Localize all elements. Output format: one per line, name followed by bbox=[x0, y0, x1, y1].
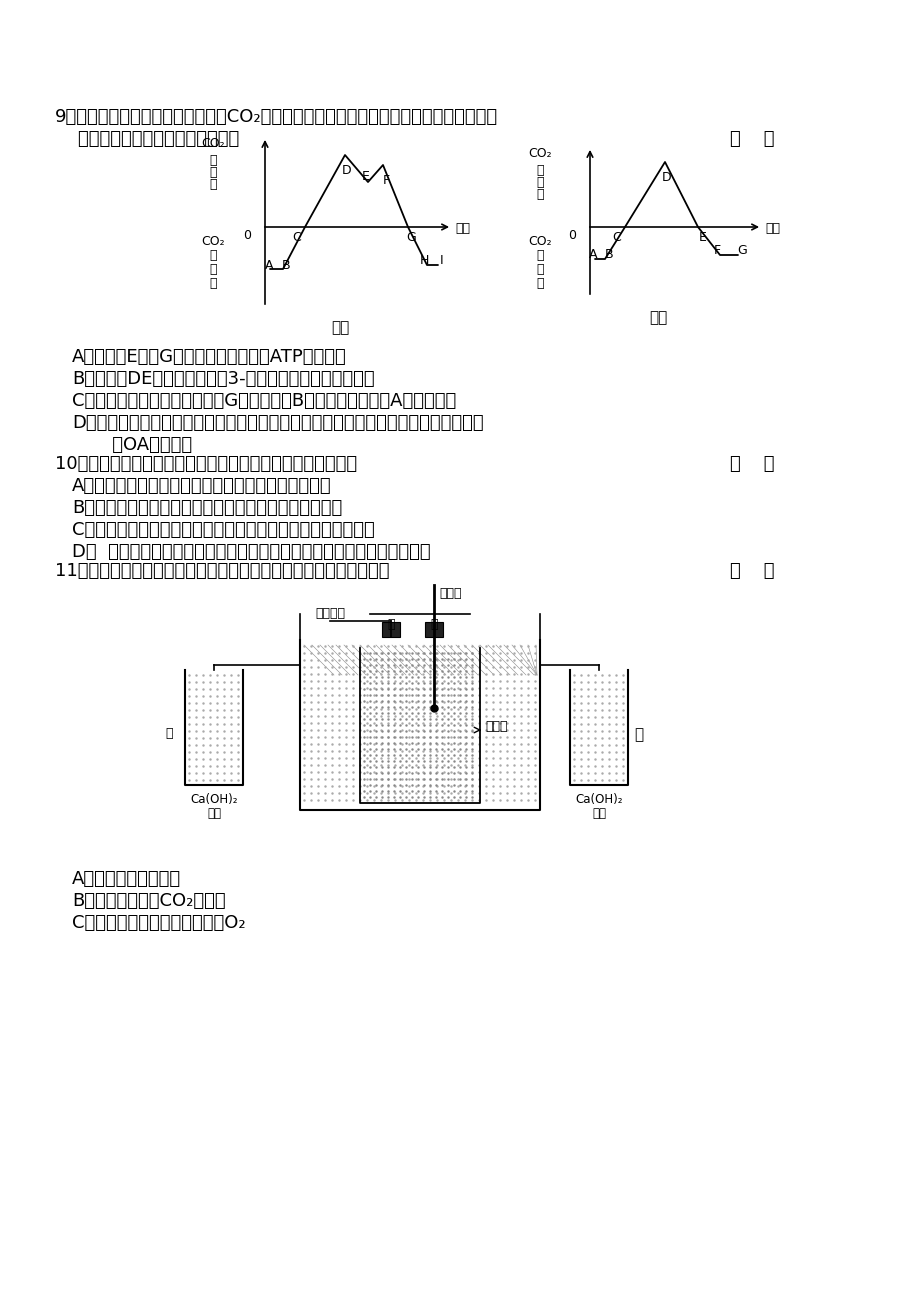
Text: G: G bbox=[405, 230, 415, 243]
Text: 加OA的绝对值: 加OA的绝对值 bbox=[72, 436, 192, 454]
Text: 溶液: 溶液 bbox=[591, 807, 606, 820]
Text: C: C bbox=[292, 230, 301, 243]
Text: 天的某一晴天。下列分析错误的是: 天的某一晴天。下列分析错误的是 bbox=[55, 130, 239, 148]
Text: 吸: 吸 bbox=[536, 164, 543, 177]
Text: F: F bbox=[382, 174, 389, 187]
Text: 乙图: 乙图 bbox=[648, 310, 666, 326]
Text: A．实验自变量为温度: A．实验自变量为温度 bbox=[72, 870, 181, 888]
Text: 放: 放 bbox=[209, 263, 217, 276]
Text: 量: 量 bbox=[209, 178, 217, 191]
Text: CO₂: CO₂ bbox=[528, 147, 551, 160]
Text: G: G bbox=[736, 243, 746, 256]
Text: D．植株有机物总积累量可用横轴上下曲线围成的有关面积表示，适当提高温度可以增: D．植株有机物总积累量可用横轴上下曲线围成的有关面积表示，适当提高温度可以增 bbox=[72, 414, 483, 432]
Text: 温度计: 温度计 bbox=[438, 587, 461, 600]
Text: CO₂: CO₂ bbox=[201, 137, 224, 150]
Text: 量: 量 bbox=[209, 277, 217, 290]
Text: D: D bbox=[342, 164, 351, 177]
Text: A: A bbox=[265, 259, 273, 272]
Text: 吸: 吸 bbox=[209, 154, 217, 167]
Text: E: E bbox=[362, 171, 369, 184]
Text: 溶液: 溶液 bbox=[207, 807, 221, 820]
Bar bbox=[381, 622, 400, 637]
Text: C．空气泵泵入的气体应先除去O₂: C．空气泵泵入的气体应先除去O₂ bbox=[72, 914, 245, 932]
Text: E: E bbox=[698, 230, 706, 243]
Text: （    ）: （ ） bbox=[729, 562, 774, 579]
Text: CO₂: CO₂ bbox=[201, 234, 224, 247]
Text: 接空气泵: 接空气泵 bbox=[314, 607, 345, 620]
Text: A: A bbox=[588, 247, 596, 260]
Text: H: H bbox=[419, 254, 428, 267]
Text: 乙: 乙 bbox=[387, 618, 394, 631]
Text: 释: 释 bbox=[536, 249, 543, 262]
Text: C．甲图中有机物积累最多的是G点，两图中B点植物干重均低于A点时的干重: C．甲图中有机物积累最多的是G点，两图中B点植物干重均低于A点时的干重 bbox=[72, 392, 456, 410]
Text: 收: 收 bbox=[536, 176, 543, 189]
Text: 甲: 甲 bbox=[165, 727, 173, 740]
Text: I: I bbox=[439, 254, 443, 267]
Text: 放: 放 bbox=[536, 263, 543, 276]
Text: （    ）: （ ） bbox=[729, 454, 774, 473]
Text: C: C bbox=[612, 230, 620, 243]
Text: 量: 量 bbox=[536, 277, 543, 290]
Text: B: B bbox=[604, 247, 613, 260]
Text: 丁: 丁 bbox=[633, 727, 642, 742]
Text: B．两图中DE时间段叶绿体中3-磷酸甘油酸含量均大大减少: B．两图中DE时间段叶绿体中3-磷酸甘油酸含量均大大减少 bbox=[72, 370, 374, 388]
Text: B．实验因变量为CO₂的有无: B．实验因变量为CO₂的有无 bbox=[72, 892, 225, 910]
Text: A．甲图中E点与G点相比，叶绿体中的ATP含量较多: A．甲图中E点与G点相比，叶绿体中的ATP含量较多 bbox=[72, 348, 346, 366]
Text: D: D bbox=[662, 171, 671, 184]
Text: B: B bbox=[281, 259, 290, 272]
Bar bbox=[425, 622, 443, 637]
Text: 丙: 丙 bbox=[430, 618, 437, 631]
Text: CO₂: CO₂ bbox=[528, 234, 551, 247]
Text: 10．下列关于哺乳动物胚胎发育和胚胎工程的叙述，错误的是: 10．下列关于哺乳动物胚胎发育和胚胎工程的叙述，错误的是 bbox=[55, 454, 357, 473]
Text: 收: 收 bbox=[209, 165, 217, 178]
Text: C．体外受精时采集的精子需放入培养液中培养以达到获能状态: C．体外受精时采集的精子需放入培养液中培养以达到获能状态 bbox=[72, 521, 374, 539]
Text: 时间: 时间 bbox=[765, 223, 779, 234]
Text: F: F bbox=[712, 243, 720, 256]
Text: 0: 0 bbox=[567, 229, 575, 242]
Text: 甲图: 甲图 bbox=[331, 320, 348, 335]
Text: 0: 0 bbox=[243, 229, 251, 242]
Text: （    ）: （ ） bbox=[729, 130, 774, 148]
Text: 9．下图表示一昼夜北方某作物植株CO₂吸收量的变化。甲图为盛夏的某一晴天，乙图为春: 9．下图表示一昼夜北方某作物植株CO₂吸收量的变化。甲图为盛夏的某一晴天，乙图为… bbox=[55, 108, 497, 126]
Text: 石蜡油: 石蜡油 bbox=[484, 720, 507, 733]
Text: 时间: 时间 bbox=[455, 223, 470, 234]
Text: Ca(OH)₂: Ca(OH)₂ bbox=[190, 793, 237, 806]
Text: D．  胚胎分割是将早期胚胎切割成几等分，最终产生同卵多仔后代的技术: D． 胚胎分割是将早期胚胎切割成几等分，最终产生同卵多仔后代的技术 bbox=[72, 543, 430, 561]
Text: 11．下图为探究酵母菌呼吸方式的实验设计装置。下列叙述正确的是: 11．下图为探究酵母菌呼吸方式的实验设计装置。下列叙述正确的是 bbox=[55, 562, 389, 579]
Text: B．胚胎干细胞具有体积大、细胞核小、核仁明显等特点: B．胚胎干细胞具有体积大、细胞核小、核仁明显等特点 bbox=[72, 499, 342, 517]
Text: Ca(OH)₂: Ca(OH)₂ bbox=[574, 793, 622, 806]
Text: 释: 释 bbox=[209, 249, 217, 262]
Text: A．移植胚胎的遗传特性在孕育过程中不受受体的影响: A．移植胚胎的遗传特性在孕育过程中不受受体的影响 bbox=[72, 477, 331, 495]
Text: 量: 量 bbox=[536, 187, 543, 201]
